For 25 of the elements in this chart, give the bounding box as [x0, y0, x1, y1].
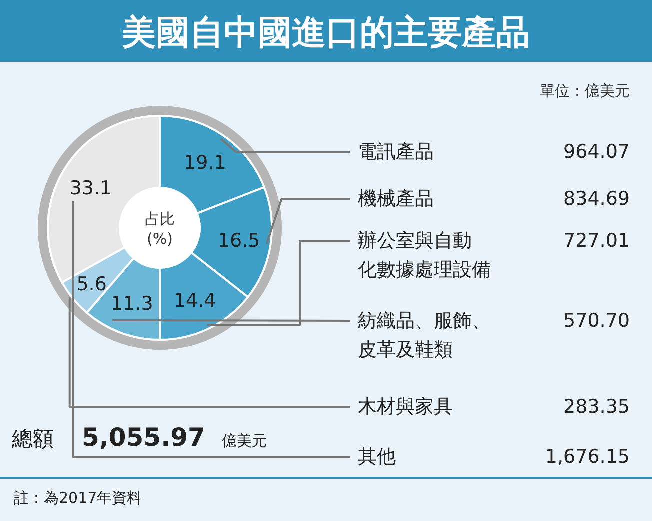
- data-label: 5.6: [76, 274, 107, 296]
- text: 964.07: [564, 141, 630, 163]
- chart-title: 美國自中國進口的主要產品: [121, 13, 530, 53]
- text: 總額: [11, 427, 54, 451]
- text: 註：為2017年資料: [14, 489, 142, 507]
- text: 570.70: [564, 310, 630, 332]
- slice-label: 其他: [358, 446, 396, 468]
- slice-label: 機械產品: [358, 188, 434, 210]
- slice-label: 辦公室與自動化數據處理設備: [358, 230, 491, 281]
- slice-label: 木材與家具: [358, 396, 453, 418]
- text: 億美元: [222, 432, 267, 450]
- slice-label: 紡織品、服飾、皮革及鞋類: [358, 310, 491, 361]
- data-label: 11.3: [111, 293, 154, 316]
- text: 834.69: [564, 188, 630, 210]
- text: 283.35: [564, 396, 630, 418]
- data-label: 14.4: [174, 290, 216, 312]
- text: 1,676.15: [545, 446, 630, 468]
- data-label: 33.1: [70, 177, 112, 200]
- text: 727.01: [564, 230, 630, 252]
- text: 單位：億美元: [540, 82, 630, 100]
- text: 5,055.97: [82, 423, 206, 452]
- text: 占比(%): [145, 210, 175, 248]
- slice-label: 電訊產品: [358, 141, 434, 163]
- data-label: 16.5: [218, 230, 260, 252]
- data-label: 19.1: [184, 152, 226, 174]
